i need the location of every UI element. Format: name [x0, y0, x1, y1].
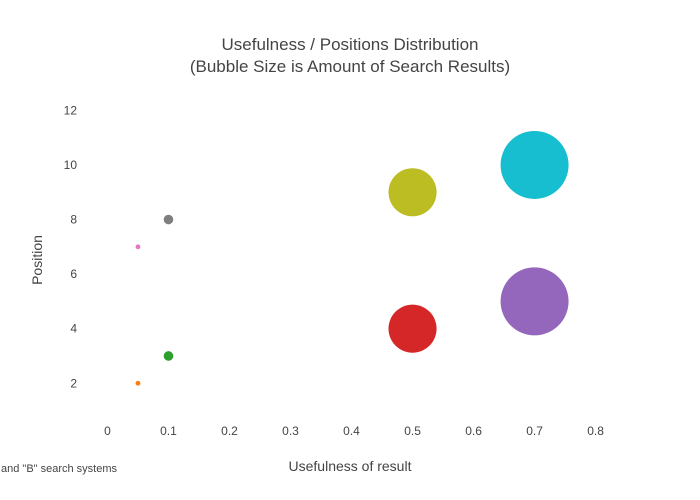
- y-axis-title: Position: [29, 235, 45, 285]
- chart-title-line-1: Usefulness / Positions Distribution: [221, 35, 478, 54]
- x-tick-label: 0.7: [526, 424, 543, 438]
- bubble-point[interactable]: [500, 267, 569, 336]
- bubble-point[interactable]: [388, 168, 437, 217]
- bubble-point[interactable]: [135, 380, 141, 386]
- bubble-point[interactable]: [163, 214, 174, 225]
- bubble-point[interactable]: [135, 244, 141, 250]
- x-tick-label: 0.3: [282, 424, 299, 438]
- bubble-point[interactable]: [163, 351, 174, 361]
- y-tick-label: 4: [70, 322, 77, 336]
- chart-title-line-2: (Bubble Size is Amount of Search Results…: [190, 57, 510, 76]
- y-axis-ticks: 2 4 6 8 10 12: [64, 103, 78, 390]
- y-tick-label: 6: [70, 267, 77, 281]
- footnote-text: and "B" search systems: [1, 463, 118, 475]
- x-tick-label: 0.5: [404, 424, 421, 438]
- x-tick-label: 0: [104, 424, 111, 438]
- bubble-point[interactable]: [500, 130, 569, 199]
- x-axis-title: Usefulness of result: [289, 458, 412, 474]
- bubble-layer: [135, 130, 569, 386]
- x-axis-ticks: 0 0.1 0.2 0.3 0.4 0.5 0.6 0.7 0.8: [104, 424, 604, 438]
- bubble-point[interactable]: [388, 304, 437, 353]
- x-tick-label: 0.8: [587, 424, 604, 438]
- x-tick-label: 0.4: [343, 424, 360, 438]
- x-tick-label: 0.1: [160, 424, 177, 438]
- y-tick-label: 2: [70, 376, 77, 390]
- y-tick-label: 10: [64, 158, 78, 172]
- y-tick-label: 8: [70, 213, 77, 227]
- x-tick-label: 0.6: [465, 424, 482, 438]
- y-tick-label: 12: [64, 103, 78, 117]
- x-tick-label: 0.2: [221, 424, 238, 438]
